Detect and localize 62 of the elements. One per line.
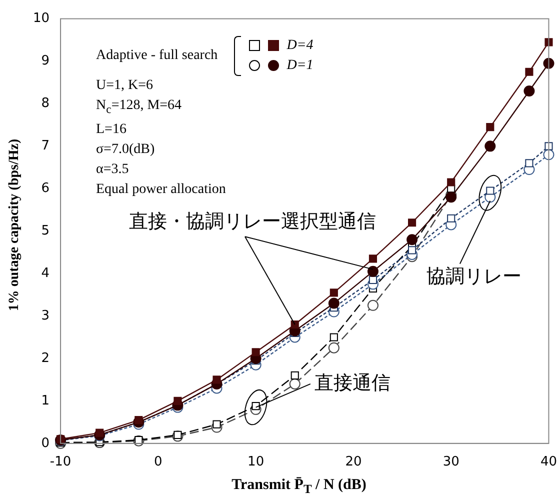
y-tick-label: 8: [41, 96, 50, 112]
point: [544, 38, 553, 46]
point: [290, 320, 299, 329]
legend-label: D=1: [286, 58, 314, 73]
point: [525, 159, 534, 168]
annotation: Equal power allocation: [96, 180, 227, 199]
y-tick-label: 1: [41, 393, 50, 408]
annotation: L=16: [96, 120, 128, 139]
legend-title: Adaptive - full search: [96, 47, 218, 65]
x-axis-title: Transmit P̄$_{T}$ / N (dB): [230, 477, 368, 497]
x-tick-label: -10: [50, 454, 72, 470]
y-tick-label: 5: [41, 223, 50, 238]
point: [212, 420, 221, 428]
legend-label: D=4: [286, 38, 314, 53]
point: [486, 123, 494, 132]
point: [408, 218, 416, 227]
y-tick-label: 4: [41, 266, 50, 281]
y-tick-label: 2: [41, 350, 50, 366]
point: [328, 342, 340, 354]
x-tick-label: 40: [540, 454, 557, 470]
y-tick-label: 9: [41, 54, 50, 69]
point: [289, 378, 300, 390]
annotation: U=1, K=6: [96, 77, 154, 95]
y-axis-title: 1% outage capacity (bps/Hz): [7, 138, 23, 311]
point: [406, 234, 418, 246]
point: [484, 140, 496, 152]
point: [252, 402, 260, 410]
y-tick-label: 3: [41, 308, 50, 324]
x-tick-label: 20: [345, 454, 362, 470]
annotation: σ=7.0(dB): [96, 140, 156, 159]
y-tick-label: 0: [41, 436, 50, 451]
annotation: N$_{c}$=128, M=64: [96, 97, 183, 118]
annotation: 協調リレー: [426, 266, 522, 288]
annotation: 直接通信: [314, 372, 390, 394]
annotation: 直接・協調リレー選択型通信: [128, 210, 376, 233]
point: [368, 276, 378, 284]
x-tick-label: 10: [248, 454, 264, 470]
point: [330, 288, 338, 297]
point: [447, 214, 456, 222]
y-tick-label: 7: [41, 138, 50, 154]
point: [252, 348, 260, 356]
point: [328, 298, 340, 309]
point: [486, 186, 494, 195]
y-tick-label: 6: [41, 181, 50, 196]
point: [174, 430, 182, 439]
point: [544, 142, 553, 150]
annotation: α=3.5: [96, 160, 130, 179]
point: [174, 396, 182, 405]
point: [524, 85, 535, 96]
point: [367, 266, 378, 277]
point: [408, 246, 416, 254]
y-tick-label: 10: [32, 11, 50, 26]
point: [367, 300, 378, 311]
x-tick-label: 30: [442, 454, 460, 470]
point: [447, 178, 456, 186]
point: [212, 376, 221, 384]
x-tick-label: 0: [154, 454, 162, 470]
point: [290, 371, 299, 380]
point: [330, 333, 338, 342]
point: [446, 192, 457, 203]
point: [525, 68, 534, 76]
point: [368, 254, 378, 263]
